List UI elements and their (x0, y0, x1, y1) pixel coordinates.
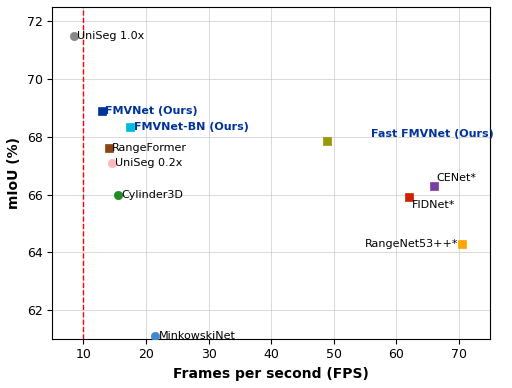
Text: CENet*: CENet* (437, 173, 477, 183)
Text: RangeNet53++*: RangeNet53++* (365, 239, 459, 249)
Text: Fast FMVNet (Ours): Fast FMVNet (Ours) (371, 129, 494, 139)
X-axis label: Frames per second (FPS): Frames per second (FPS) (173, 367, 369, 381)
Text: UniSeg 1.0x: UniSeg 1.0x (77, 31, 144, 41)
Text: Cylinder3D: Cylinder3D (121, 189, 183, 199)
Text: MinkowskiNet: MinkowskiNet (159, 331, 236, 341)
Y-axis label: mIoU (%): mIoU (%) (7, 137, 21, 209)
Text: FIDNet*: FIDNet* (412, 200, 455, 210)
Text: FMVNet (Ours): FMVNet (Ours) (105, 106, 198, 116)
Text: FMVNet-BN (Ours): FMVNet-BN (Ours) (134, 122, 248, 132)
Text: UniSeg 0.2x: UniSeg 0.2x (115, 158, 182, 168)
Text: RangeFormer: RangeFormer (112, 143, 187, 153)
